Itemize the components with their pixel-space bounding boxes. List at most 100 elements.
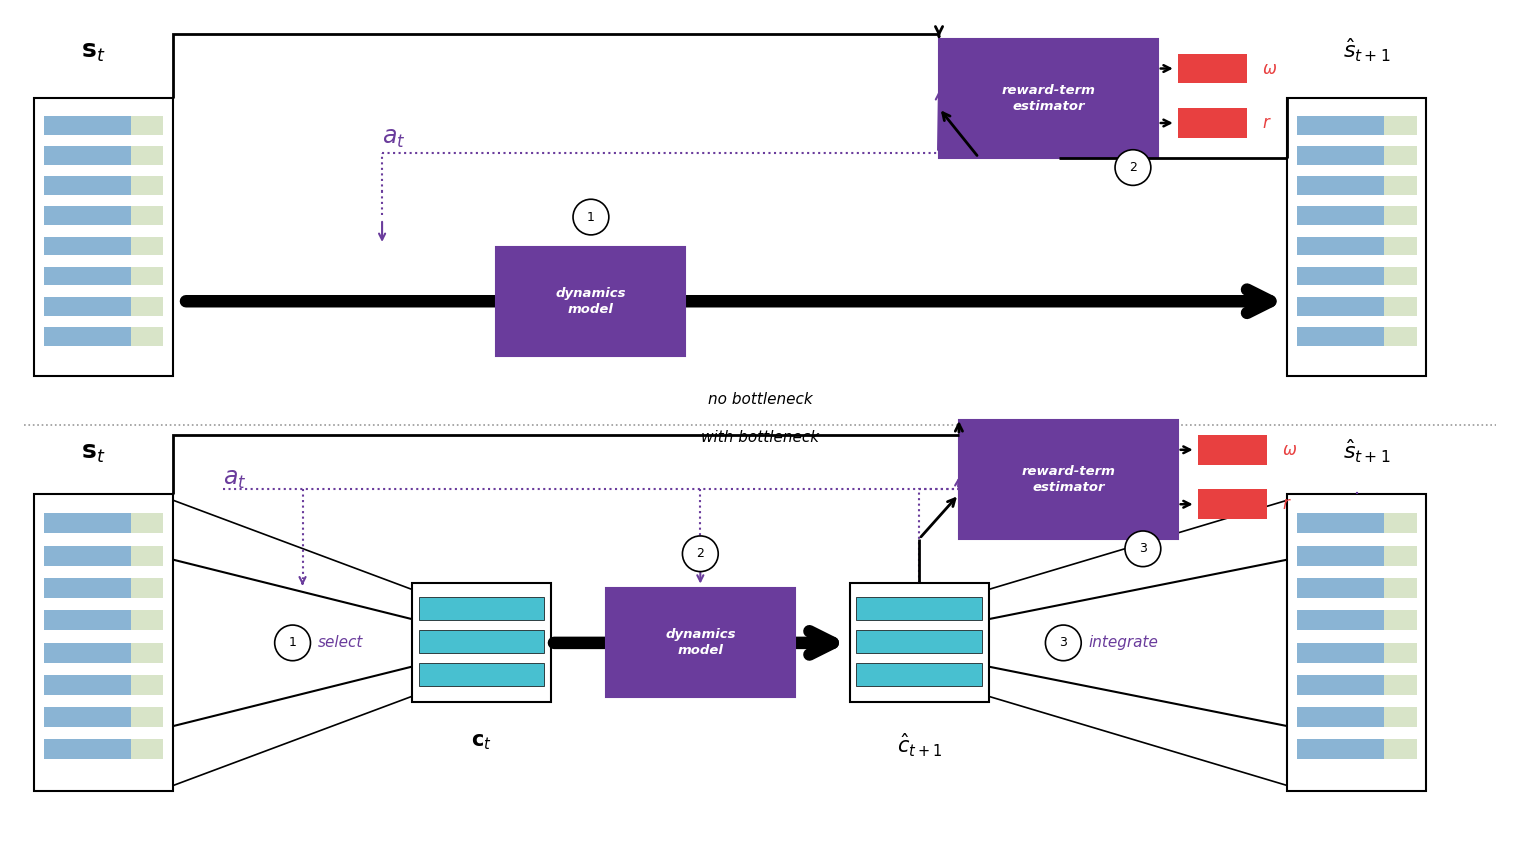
Bar bbox=[1385, 643, 1417, 663]
Bar bbox=[856, 630, 982, 653]
Bar bbox=[1385, 513, 1417, 534]
Bar bbox=[1297, 610, 1385, 630]
Bar bbox=[44, 545, 131, 566]
Text: $\mathbf{c}_t$: $\mathbf{c}_t$ bbox=[471, 732, 492, 752]
Bar bbox=[1198, 489, 1268, 519]
Bar bbox=[420, 597, 544, 620]
Bar bbox=[1297, 643, 1385, 663]
Bar bbox=[412, 583, 552, 702]
Bar bbox=[1297, 297, 1385, 315]
Bar bbox=[939, 38, 1158, 157]
Bar bbox=[44, 707, 131, 727]
Bar bbox=[131, 513, 164, 534]
Bar bbox=[856, 597, 982, 620]
Bar bbox=[1287, 494, 1426, 792]
Bar bbox=[1385, 297, 1417, 315]
Bar bbox=[850, 583, 988, 702]
Text: $\omega$: $\omega$ bbox=[1283, 441, 1297, 459]
Bar bbox=[1297, 578, 1385, 598]
Bar bbox=[1297, 740, 1385, 759]
Bar bbox=[1385, 146, 1417, 165]
Bar bbox=[131, 237, 164, 256]
Bar bbox=[44, 578, 131, 598]
Text: $r$: $r$ bbox=[1283, 495, 1292, 513]
Bar bbox=[44, 146, 131, 165]
Bar bbox=[131, 116, 164, 135]
Circle shape bbox=[1116, 150, 1151, 186]
Text: $r$: $r$ bbox=[1262, 114, 1272, 132]
Text: reward-term
estimator: reward-term estimator bbox=[1002, 84, 1096, 113]
Bar bbox=[1297, 206, 1385, 225]
Bar bbox=[131, 740, 164, 759]
Bar bbox=[1385, 545, 1417, 566]
Bar bbox=[131, 327, 164, 345]
Text: integrate: integrate bbox=[1088, 635, 1158, 651]
Text: dynamics
model: dynamics model bbox=[556, 286, 626, 315]
Bar bbox=[856, 663, 982, 686]
Circle shape bbox=[1046, 625, 1081, 661]
Bar bbox=[131, 176, 164, 195]
Bar bbox=[131, 675, 164, 695]
Text: $a_t$: $a_t$ bbox=[223, 468, 246, 492]
Text: $\hat{s}_{t+1}$: $\hat{s}_{t+1}$ bbox=[1344, 437, 1391, 464]
Bar bbox=[497, 247, 686, 356]
Text: $a_t$: $a_t$ bbox=[382, 126, 406, 150]
Text: $\mathbf{s}_t$: $\mathbf{s}_t$ bbox=[82, 39, 106, 63]
Text: 3: 3 bbox=[1138, 542, 1146, 555]
Text: dynamics
model: dynamics model bbox=[666, 628, 736, 657]
Bar bbox=[1297, 675, 1385, 695]
Text: 1: 1 bbox=[289, 636, 296, 650]
Text: $\hat{s}_{t+1}$: $\hat{s}_{t+1}$ bbox=[1344, 36, 1391, 63]
Bar bbox=[44, 206, 131, 225]
Bar bbox=[420, 663, 544, 686]
Bar bbox=[131, 545, 164, 566]
Circle shape bbox=[275, 625, 310, 661]
Bar bbox=[131, 297, 164, 315]
Bar bbox=[1385, 206, 1417, 225]
Bar bbox=[1297, 237, 1385, 256]
Bar bbox=[1385, 176, 1417, 195]
Bar bbox=[44, 643, 131, 663]
Circle shape bbox=[573, 199, 610, 235]
Bar bbox=[1297, 327, 1385, 345]
Bar bbox=[420, 630, 544, 653]
Bar bbox=[44, 297, 131, 315]
Bar bbox=[131, 707, 164, 727]
Bar bbox=[33, 98, 173, 375]
Bar bbox=[1385, 327, 1417, 345]
Text: $\omega$: $\omega$ bbox=[1262, 60, 1277, 78]
Bar bbox=[131, 643, 164, 663]
Bar bbox=[1385, 675, 1417, 695]
Text: $\hat{c}_{t+1}$: $\hat{c}_{t+1}$ bbox=[897, 732, 942, 759]
Bar bbox=[1297, 707, 1385, 727]
Bar bbox=[44, 116, 131, 135]
Bar bbox=[131, 206, 164, 225]
Text: select: select bbox=[318, 635, 363, 651]
Bar bbox=[1297, 545, 1385, 566]
Bar bbox=[1297, 146, 1385, 165]
Bar bbox=[44, 237, 131, 256]
Bar bbox=[1385, 740, 1417, 759]
Bar bbox=[1385, 578, 1417, 598]
Bar bbox=[1385, 610, 1417, 630]
Bar bbox=[1297, 513, 1385, 534]
Circle shape bbox=[682, 536, 719, 572]
Bar bbox=[131, 578, 164, 598]
Bar bbox=[44, 327, 131, 345]
Text: 3: 3 bbox=[1059, 636, 1067, 650]
Bar bbox=[131, 146, 164, 165]
Text: $\mathbf{s}_t$: $\mathbf{s}_t$ bbox=[82, 440, 106, 464]
Bar bbox=[131, 267, 164, 286]
Text: 1: 1 bbox=[587, 210, 594, 223]
Bar bbox=[44, 675, 131, 695]
Bar bbox=[1297, 116, 1385, 135]
Bar bbox=[1198, 435, 1268, 464]
Bar bbox=[1385, 707, 1417, 727]
Bar bbox=[1178, 108, 1248, 138]
Bar bbox=[131, 610, 164, 630]
Text: 2: 2 bbox=[696, 547, 704, 560]
Circle shape bbox=[1125, 531, 1161, 567]
Text: 2: 2 bbox=[1129, 161, 1137, 174]
Bar bbox=[1297, 267, 1385, 286]
Bar bbox=[44, 267, 131, 286]
